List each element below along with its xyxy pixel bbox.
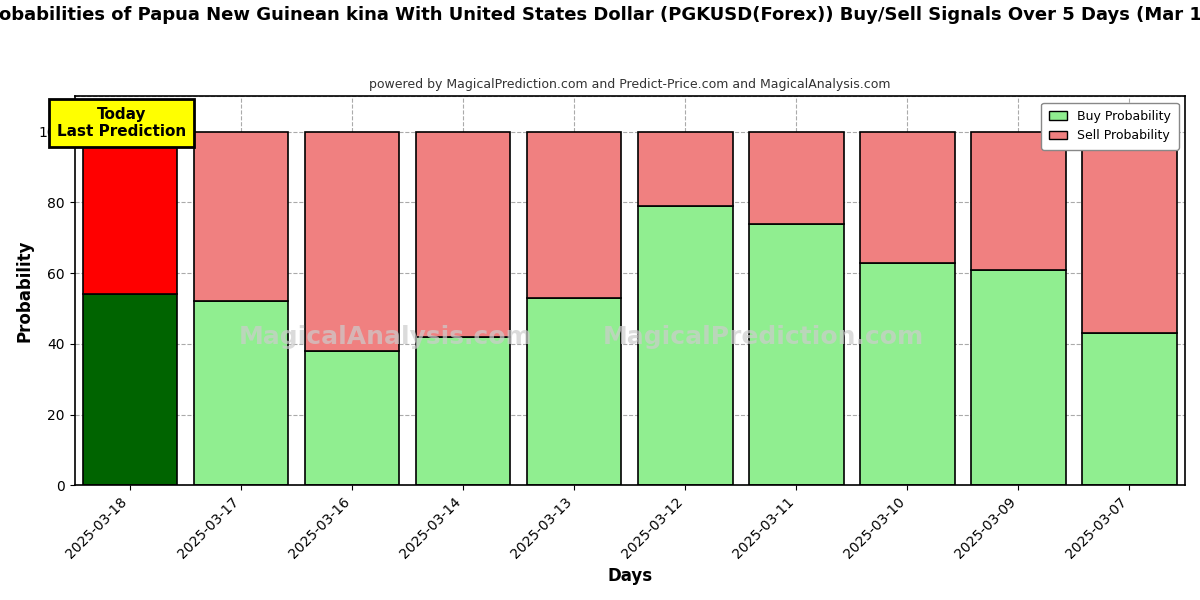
Bar (638, 206, 732, 485)
Bar (527, 298, 622, 485)
Bar (416, 131, 510, 337)
Bar (83, 131, 178, 295)
Bar (1082, 333, 1177, 485)
Bar (749, 131, 844, 224)
Text: Today
Last Prediction: Today Last Prediction (56, 107, 186, 139)
X-axis label: Days: Days (607, 567, 653, 585)
Bar (638, 131, 732, 206)
Bar (1082, 131, 1177, 333)
Y-axis label: Probability: Probability (16, 239, 34, 342)
Text: MagicalPrediction.com: MagicalPrediction.com (602, 325, 924, 349)
Bar (305, 351, 400, 485)
Bar (971, 269, 1066, 485)
Bar (971, 131, 1066, 269)
Legend: Buy Probability, Sell Probability: Buy Probability, Sell Probability (1042, 103, 1178, 150)
Title: powered by MagicalPrediction.com and Predict-Price.com and MagicalAnalysis.com: powered by MagicalPrediction.com and Pre… (370, 78, 890, 91)
Bar (860, 131, 955, 263)
Bar (527, 131, 622, 298)
Bar (194, 301, 288, 485)
Text: MagicalAnalysis.com: MagicalAnalysis.com (239, 325, 533, 349)
Bar (305, 131, 400, 351)
Bar (83, 295, 178, 485)
Bar (194, 131, 288, 301)
Bar (416, 337, 510, 485)
Text: Probabilities of Papua New Guinean kina With United States Dollar (PGKUSD(Forex): Probabilities of Papua New Guinean kina … (0, 6, 1200, 24)
Bar (749, 224, 844, 485)
Bar (860, 263, 955, 485)
